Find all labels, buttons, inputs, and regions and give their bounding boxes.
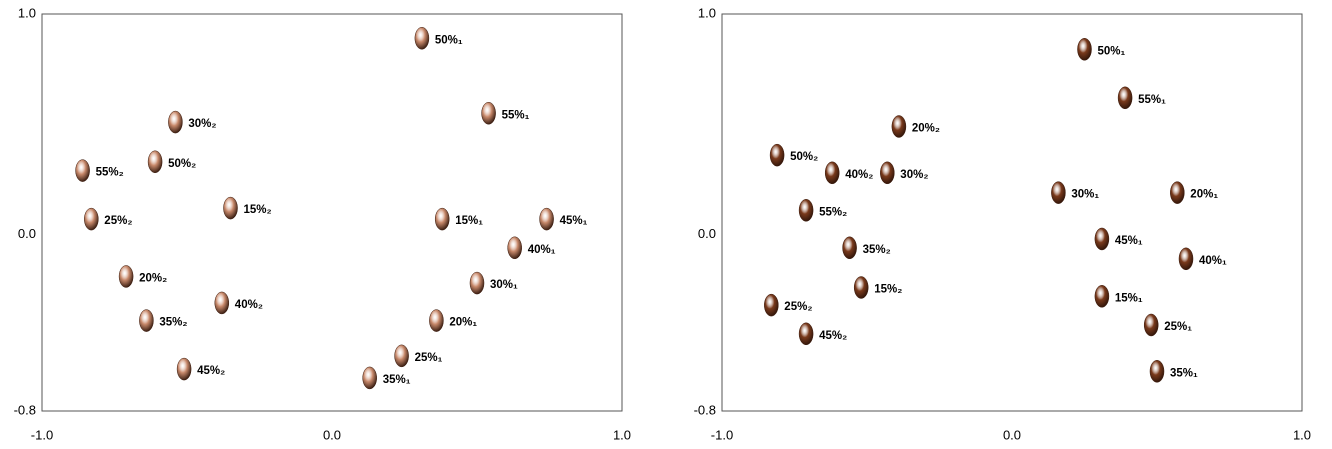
face-marker: [880, 162, 894, 184]
x-tick-label: 1.0: [1293, 427, 1311, 442]
point-label: 15%₁: [455, 215, 483, 227]
point-label: 45%₁: [1115, 235, 1143, 247]
point-label: 25%₁: [1164, 321, 1192, 333]
point-label: 15%₂: [244, 204, 272, 216]
face-marker: [1170, 182, 1184, 204]
point-label: 35%₂: [863, 244, 891, 256]
point-label: 15%₂: [874, 284, 902, 296]
point-label: 30%₁: [490, 279, 518, 291]
point-label: 20%₂: [139, 272, 167, 284]
point-label: 40%₂: [845, 169, 873, 181]
figure: -1.0 0.0 1.0 -0.8 0.0 1.0 50%₁ 55%₁ 30%₂ 50%₂ 55%₂…: [0, 0, 1332, 449]
point-label: 40%₂: [235, 299, 263, 311]
face-marker: [770, 144, 784, 166]
face-marker: [76, 160, 90, 182]
x-tick-label: 0.0: [323, 427, 341, 442]
face-marker: [540, 208, 554, 230]
point-label: 40%₁: [1199, 255, 1227, 267]
x-tick-label: -1.0: [711, 427, 733, 442]
point-label: 50%₂: [168, 158, 196, 170]
point-label: 50%₁: [1098, 45, 1126, 57]
face-marker: [892, 115, 906, 137]
face-marker: [482, 102, 496, 124]
face-marker: [1150, 360, 1164, 382]
y-tick-label: -0.8: [14, 402, 36, 417]
face-marker: [843, 237, 857, 259]
face-marker: [395, 345, 409, 367]
x-tick-label: 0.0: [1003, 427, 1021, 442]
x-tick-label: -1.0: [31, 427, 53, 442]
face-marker: [799, 323, 813, 345]
point-label: 50%₁: [435, 34, 463, 46]
face-marker: [429, 310, 443, 332]
point-label: 40%₁: [528, 244, 556, 256]
point-label: 45%₂: [819, 330, 847, 342]
point-label: 25%₁: [415, 352, 443, 364]
face-marker: [168, 111, 182, 133]
point-label: 45%₁: [560, 215, 588, 227]
point-label: 20%₁: [449, 317, 477, 329]
face-marker: [1051, 182, 1065, 204]
face-marker: [148, 151, 162, 173]
face-marker: [363, 367, 377, 389]
face-marker: [470, 272, 484, 294]
y-tick-label: -0.8: [694, 402, 716, 417]
point-label: 55%₂: [819, 206, 847, 218]
face-marker: [84, 208, 98, 230]
face-marker: [1179, 248, 1193, 270]
face-marker: [435, 208, 449, 230]
point-label: 30%₂: [900, 169, 928, 181]
point-label: 35%₁: [383, 374, 411, 386]
point-label: 35%₂: [159, 317, 187, 329]
point-label: 55%₂: [96, 167, 124, 179]
point-label: 25%₂: [784, 301, 812, 313]
face-marker: [139, 310, 153, 332]
face-marker: [764, 294, 778, 316]
point-label: 50%₂: [790, 151, 818, 163]
point-label: 55%₁: [502, 109, 530, 121]
x-tick-label: 1.0: [613, 427, 631, 442]
point-label: 55%₁: [1138, 94, 1166, 106]
point-label: 30%₂: [188, 118, 216, 130]
face-marker: [415, 27, 429, 49]
point-label: 20%₁: [1190, 189, 1218, 201]
face-marker: [1078, 38, 1092, 60]
face-marker: [854, 276, 868, 298]
face-marker: [508, 237, 522, 259]
point-label: 35%₁: [1170, 367, 1198, 379]
point-label: 45%₂: [197, 365, 225, 377]
plot-frame: [42, 14, 622, 411]
face-marker: [825, 162, 839, 184]
point-label: 30%₁: [1071, 189, 1099, 201]
y-tick-label: 0.0: [698, 226, 716, 241]
face-marker: [1144, 314, 1158, 336]
face-marker: [799, 199, 813, 221]
point-label: 20%₂: [912, 123, 940, 135]
face-marker: [119, 265, 133, 287]
y-tick-label: 1.0: [18, 5, 36, 20]
face-marker: [1095, 228, 1109, 250]
point-label: 25%₂: [104, 215, 132, 227]
y-tick-label: 0.0: [18, 226, 36, 241]
point-label: 15%₁: [1115, 292, 1143, 304]
face-marker: [1118, 87, 1132, 109]
y-tick-label: 1.0: [698, 5, 716, 20]
face-marker: [215, 292, 229, 314]
face-marker: [224, 197, 238, 219]
face-marker: [1095, 285, 1109, 307]
face-marker: [177, 358, 191, 380]
